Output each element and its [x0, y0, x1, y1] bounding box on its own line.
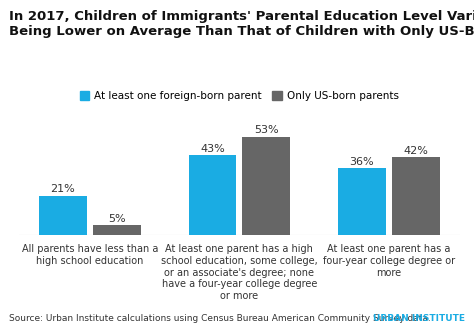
Bar — [93, 226, 141, 235]
Text: Source: Urban Institute calculations using Census Bureau American Community Surv: Source: Urban Institute calculations usi… — [9, 314, 431, 323]
Text: URBAN INSTITUTE: URBAN INSTITUTE — [373, 314, 465, 323]
Text: 21%: 21% — [51, 185, 75, 194]
Text: 5%: 5% — [108, 214, 126, 224]
Text: 43%: 43% — [200, 144, 225, 154]
Bar — [242, 137, 290, 235]
Text: In 2017, Children of Immigrants' Parental Education Level Varied, While Still
Be: In 2017, Children of Immigrants' Parenta… — [9, 10, 474, 38]
Bar — [392, 157, 440, 235]
Text: 53%: 53% — [254, 125, 279, 135]
Legend: At least one foreign-born parent, Only US-born parents: At least one foreign-born parent, Only U… — [75, 87, 403, 105]
Bar — [189, 155, 237, 235]
Bar — [39, 196, 87, 235]
Text: 42%: 42% — [403, 146, 428, 156]
Bar — [338, 168, 386, 235]
Text: 36%: 36% — [350, 157, 374, 167]
